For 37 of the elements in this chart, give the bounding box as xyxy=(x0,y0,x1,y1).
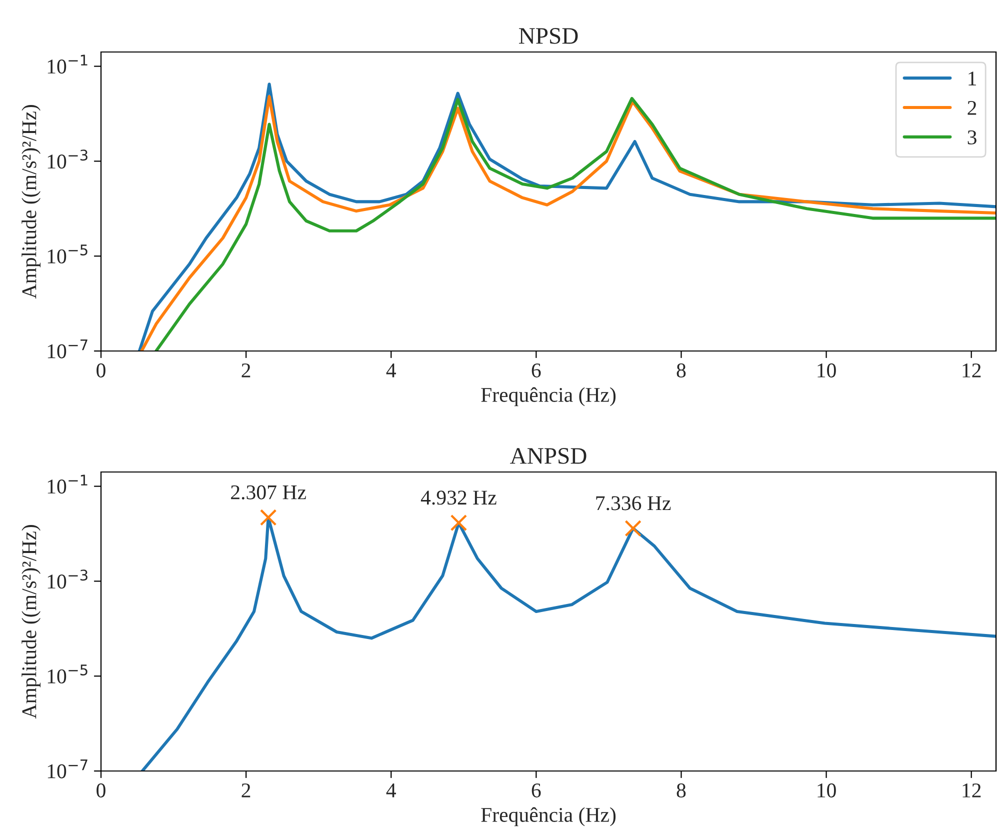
x-tick-label: 12 xyxy=(962,783,981,798)
point xyxy=(260,509,277,526)
x-tick-label: 6 xyxy=(532,783,541,798)
y-tick-label: 10$^{−3}$ xyxy=(48,570,88,589)
x-axis-title: Frequência (Hz) xyxy=(481,387,616,406)
chart-title: NPSD xyxy=(518,28,578,44)
x-tick-label: 0 xyxy=(96,783,106,798)
y-tick-label: 10$^{−1}$ xyxy=(48,54,88,74)
x-tick-label: 4 xyxy=(386,784,396,798)
annotation: 2.307 Hz xyxy=(231,485,306,500)
x-tick-label: 6 xyxy=(532,363,541,378)
x-axis-title: Frequência (Hz) xyxy=(481,807,616,826)
y-tick-label: 10$^{−7}$ xyxy=(48,340,88,358)
x-tick-label: 8 xyxy=(676,783,686,798)
annotation: 4.932 Hz xyxy=(420,490,496,505)
point xyxy=(624,520,642,537)
chart-title: ANPSD xyxy=(510,448,586,464)
y-axis-title: Amplitude ((m/s²)²/Hz) xyxy=(22,525,41,719)
annotation: 7.336 Hz xyxy=(596,496,671,510)
y-tick-label: 10$^{−1}$ xyxy=(48,474,88,494)
y-axis-title: Amplitude ((m/s²)²/Hz) xyxy=(22,105,41,299)
point xyxy=(450,514,468,532)
x-tick-label: 10 xyxy=(818,783,836,798)
y-tick-label: 10$^{−5}$ xyxy=(48,664,88,684)
x-tick-label: 12 xyxy=(962,363,981,378)
x-tick-label: 10 xyxy=(818,363,836,378)
legend-label: 3 xyxy=(968,130,976,144)
x-tick-label: 2 xyxy=(242,783,250,798)
x-tick-label: 0 xyxy=(96,363,106,378)
legend-label: 2 xyxy=(968,100,976,115)
y-tick-label: 10$^{−3}$ xyxy=(48,150,88,169)
legend-label: 1 xyxy=(968,72,976,86)
x-tick-label: 8 xyxy=(676,363,686,378)
x-tick-label: 2 xyxy=(242,363,250,378)
y-tick-label: 10$^{−7}$ xyxy=(48,760,88,778)
y-tick-label: 10$^{−5}$ xyxy=(48,244,88,264)
x-tick-label: 4 xyxy=(386,364,396,378)
